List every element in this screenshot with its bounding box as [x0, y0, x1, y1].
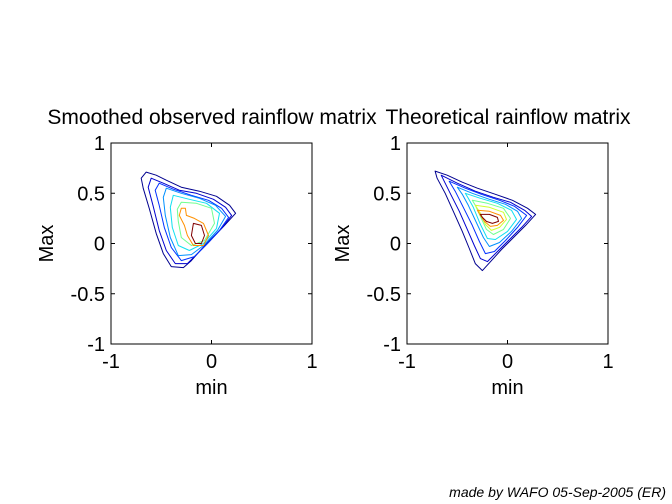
x-tick-label: -1 — [102, 351, 120, 373]
contour-line-level-3 — [448, 180, 528, 255]
y-tick-label: 0.5 — [77, 183, 105, 205]
contour-line-level-5 — [169, 194, 220, 251]
x-tick-label: 0 — [502, 351, 513, 373]
subplot-theoretical: -1 0 1 -1 -0.5 0 0.5 1 Theoretical rainflow matr… — [332, 106, 631, 399]
y-axis-label: Max — [332, 225, 354, 263]
chart-title: Theoretical rainflow matrix — [385, 106, 631, 129]
contour-line-level-7 — [178, 207, 209, 246]
contour-line-level-3 — [154, 182, 230, 262]
subplot-observed: -1 0 1 -1 -0.5 0 0.5 1 Smoothed observed rainflo… — [36, 106, 377, 399]
y-tick-label: -0.5 — [367, 284, 401, 306]
y-tick-label: 1 — [390, 133, 401, 155]
y-tick-label: 0.5 — [373, 183, 401, 205]
y-tick-label: -1 — [87, 334, 105, 356]
contour-line-level-4 — [456, 186, 523, 247]
contour-line-level-9 — [479, 213, 499, 224]
x-tick-label: 1 — [306, 351, 317, 373]
y-axis-label: Max — [36, 225, 58, 263]
contour-line-level-8 — [190, 222, 205, 244]
chart-title: Smoothed observed rainflow matrix — [47, 106, 377, 129]
y-tick-label: -1 — [383, 334, 401, 356]
contour-line-level-2 — [440, 174, 533, 263]
y-tick-label: 1 — [94, 133, 105, 155]
y-tick-label: -0.5 — [71, 284, 105, 306]
credit-text: made by WAFO 05-Sep-2005 (ER) — [449, 484, 666, 500]
y-tick-label: 0 — [390, 234, 401, 256]
x-axis-label: min — [491, 377, 523, 399]
contour-line-level-1 — [434, 170, 537, 272]
x-tick-label: 0 — [206, 351, 217, 373]
contour-line-level-8 — [476, 209, 504, 227]
x-axis-label: min — [195, 377, 227, 399]
y-tick-label: 0 — [94, 234, 105, 256]
contour-line-level-5 — [464, 192, 517, 240]
x-tick-label: -1 — [398, 351, 416, 373]
x-tick-label: 1 — [602, 351, 613, 373]
